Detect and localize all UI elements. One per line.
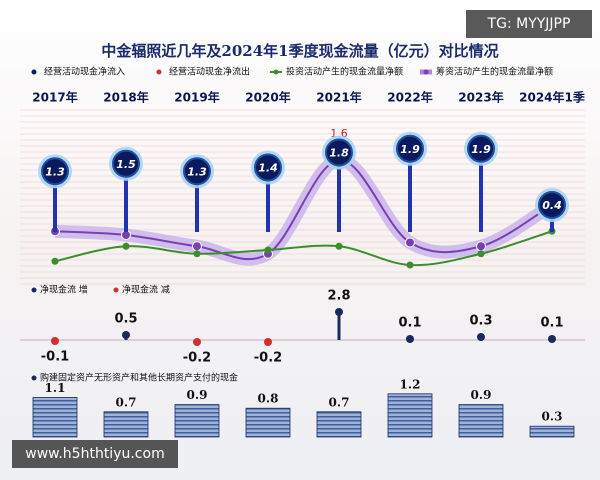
data-label: 0.9 [471, 388, 492, 402]
point [476, 241, 486, 252]
legend-swatch [31, 287, 37, 293]
net-dot [122, 331, 130, 339]
data-label: 0.1 [398, 316, 421, 331]
net-dot [548, 335, 556, 343]
coin-stack [387, 393, 433, 438]
data-label: 1.4 [258, 162, 278, 175]
data-label: 1.9 [471, 143, 491, 156]
net-dot [193, 338, 201, 346]
chart-title: 中金辐照近几年及2024年1季度现金流量（亿元）对比情况 [101, 42, 498, 60]
x-tick-label: 2023年 [458, 90, 503, 105]
legend-label: 筹资活动产生的现金流量净额 [436, 66, 553, 78]
legend-label: 净现金流 增 [40, 284, 88, 296]
data-label: 0.5 [114, 312, 137, 327]
point [51, 257, 59, 265]
data-label: 0.3 [469, 314, 492, 329]
net-dot [406, 335, 414, 343]
data-label: 0.7 [116, 395, 137, 409]
point [405, 237, 415, 248]
legend-label: 经营活动现金净流入 [44, 66, 125, 78]
pin-head [538, 191, 566, 219]
data-label: -0.2 [183, 351, 211, 366]
watermark-text: www.h5hthtiyu.com [25, 446, 164, 462]
data-label: 1.5 [116, 158, 136, 171]
point [192, 241, 202, 252]
net-dot [51, 337, 59, 345]
pin-head [254, 153, 282, 182]
net-dot [264, 338, 272, 346]
pin-head [325, 138, 353, 167]
data-label: 1.1 [45, 381, 66, 395]
legend-label: 经营活动现金净流出 [169, 66, 250, 78]
data-label: 0.9 [187, 388, 208, 402]
legend-label: 净现金流 减 [122, 284, 170, 296]
point [335, 242, 343, 250]
x-tick-label: 2024年1季 [519, 90, 586, 105]
legend-label: 投资活动产生的现金流量净额 [286, 66, 403, 78]
point [193, 250, 201, 258]
coin-stack [245, 407, 291, 438]
data-label: 0.3 [542, 410, 563, 424]
x-tick-label: 2020年 [245, 90, 290, 105]
point [264, 246, 272, 254]
data-label: 0.1 [540, 316, 563, 331]
data-label: 1.8 [329, 147, 349, 160]
x-tick-label: 2022年 [387, 90, 432, 105]
legend-swatch [423, 69, 429, 75]
legend-swatch [31, 375, 37, 381]
data-label: 1.3 [45, 165, 65, 178]
pin-head [112, 149, 140, 178]
data-label: 0.8 [258, 392, 279, 406]
x-tick-label: 2019年 [174, 90, 219, 105]
legend-swatch [273, 69, 279, 75]
data-label: 1.9 [400, 143, 420, 156]
data-label: -0.1 [41, 350, 69, 365]
coin-stack [316, 411, 362, 438]
legend-swatch [113, 287, 119, 293]
data-label: 2.8 [327, 289, 350, 304]
data-label: 0.4 [542, 199, 562, 212]
net-dot [477, 333, 485, 341]
legend-swatch [31, 69, 37, 75]
watermark: www.h5hthtiyu.com [12, 440, 178, 468]
pin-head [183, 157, 211, 186]
coin-stack [529, 425, 575, 438]
point [477, 250, 485, 258]
data-label: 1.2 [400, 377, 421, 391]
legend-swatch [156, 69, 162, 75]
pin-head [467, 134, 495, 163]
series-line [54, 158, 553, 261]
coin-stack [458, 404, 504, 438]
point [122, 242, 130, 250]
x-tick-label: 2017年 [32, 90, 77, 105]
coin-stack [174, 404, 220, 438]
net-dot [335, 308, 343, 316]
coin-stack [103, 411, 149, 438]
watermark: TG: MYYJJPP [466, 10, 592, 38]
pin-head [41, 157, 69, 186]
x-tick-label: 2018年 [103, 90, 148, 105]
watermark-text: TG: MYYJJPP [487, 16, 571, 32]
data-label: 1.3 [187, 165, 207, 178]
series-line [54, 230, 553, 267]
coin-stack [32, 396, 78, 438]
data-label: 0.7 [329, 395, 350, 409]
point [406, 261, 414, 269]
chart-subtitle: 购建固定资产无形资产和其他长期资产支付的现金 [40, 372, 238, 384]
data-label: -0.2 [254, 351, 282, 366]
x-tick-label: 2021年 [316, 90, 361, 105]
pin-head [396, 134, 424, 163]
